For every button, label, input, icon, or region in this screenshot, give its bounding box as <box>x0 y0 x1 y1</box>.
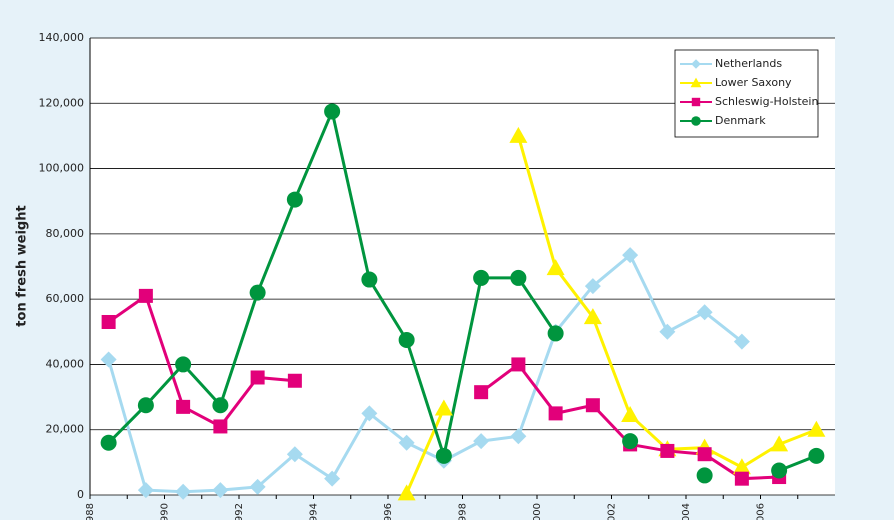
x-tick-label: 1990 <box>160 503 171 520</box>
y-tick-label: 40,000 <box>46 357 85 370</box>
point <box>361 271 378 288</box>
point <box>250 370 265 385</box>
point <box>583 308 602 325</box>
point <box>770 435 789 452</box>
point <box>100 434 117 451</box>
point <box>398 331 415 348</box>
point <box>660 443 675 458</box>
point <box>509 126 528 143</box>
point <box>622 433 639 450</box>
point <box>659 323 676 340</box>
point <box>546 259 565 276</box>
y-tick-label: 100,000 <box>39 162 85 175</box>
point <box>733 333 750 350</box>
x-tick-label: 1988 <box>85 503 96 520</box>
point <box>697 447 712 462</box>
legend-label: Lower Saxony <box>715 76 792 89</box>
point <box>324 470 341 487</box>
point <box>287 373 302 388</box>
point <box>137 397 154 414</box>
point <box>100 351 117 368</box>
y-tick-label: 20,000 <box>46 423 85 436</box>
x-tick-label: 1998 <box>458 503 469 520</box>
point <box>473 433 490 450</box>
y-tick-label: 60,000 <box>46 292 85 305</box>
y-tick-label: 140,000 <box>39 31 85 44</box>
point <box>249 478 266 495</box>
legend-marker <box>691 116 701 126</box>
point <box>734 471 749 486</box>
point <box>361 405 378 422</box>
point <box>511 357 526 372</box>
point <box>510 428 527 445</box>
point <box>213 419 228 434</box>
y-tick-label: 120,000 <box>39 96 85 109</box>
legend-marker <box>691 97 701 107</box>
x-tick-label: 2000 <box>532 503 543 520</box>
point <box>175 483 192 500</box>
x-tick-label: 2004 <box>681 503 692 520</box>
legend-label: Denmark <box>715 114 766 127</box>
point <box>547 325 564 342</box>
point <box>176 399 191 414</box>
point <box>324 103 341 120</box>
legend-label: Schleswig-Holstein <box>715 95 818 108</box>
y-tick-label: 80,000 <box>46 227 85 240</box>
point <box>138 288 153 303</box>
point <box>696 304 713 321</box>
point <box>249 284 266 301</box>
y-tick-label: 0 <box>77 488 84 501</box>
point <box>621 406 640 423</box>
point <box>510 269 527 286</box>
point <box>397 484 416 501</box>
point <box>435 447 452 464</box>
point <box>548 406 563 421</box>
x-tick-label: 2002 <box>607 503 618 520</box>
x-tick-label: 2006 <box>756 503 767 520</box>
point <box>696 467 713 484</box>
x-tick-label: 1994 <box>309 503 320 520</box>
point <box>212 482 229 499</box>
point <box>434 399 453 416</box>
point <box>622 247 639 264</box>
point <box>286 446 303 463</box>
point <box>808 447 825 464</box>
point <box>474 385 489 400</box>
point <box>137 482 154 499</box>
point <box>732 458 751 475</box>
point <box>212 397 229 414</box>
point <box>473 269 490 286</box>
point <box>286 191 303 208</box>
point <box>175 356 192 373</box>
x-tick-label: 1992 <box>234 503 245 520</box>
point <box>771 462 788 479</box>
point <box>101 314 116 329</box>
point <box>807 420 826 437</box>
point <box>585 398 600 413</box>
y-axis-label: ton fresh weight <box>15 205 30 326</box>
point <box>584 278 601 295</box>
legend-marker <box>690 77 702 88</box>
point <box>398 434 415 451</box>
x-tick-label: 1996 <box>383 503 394 520</box>
legend-label: Netherlands <box>715 57 782 70</box>
